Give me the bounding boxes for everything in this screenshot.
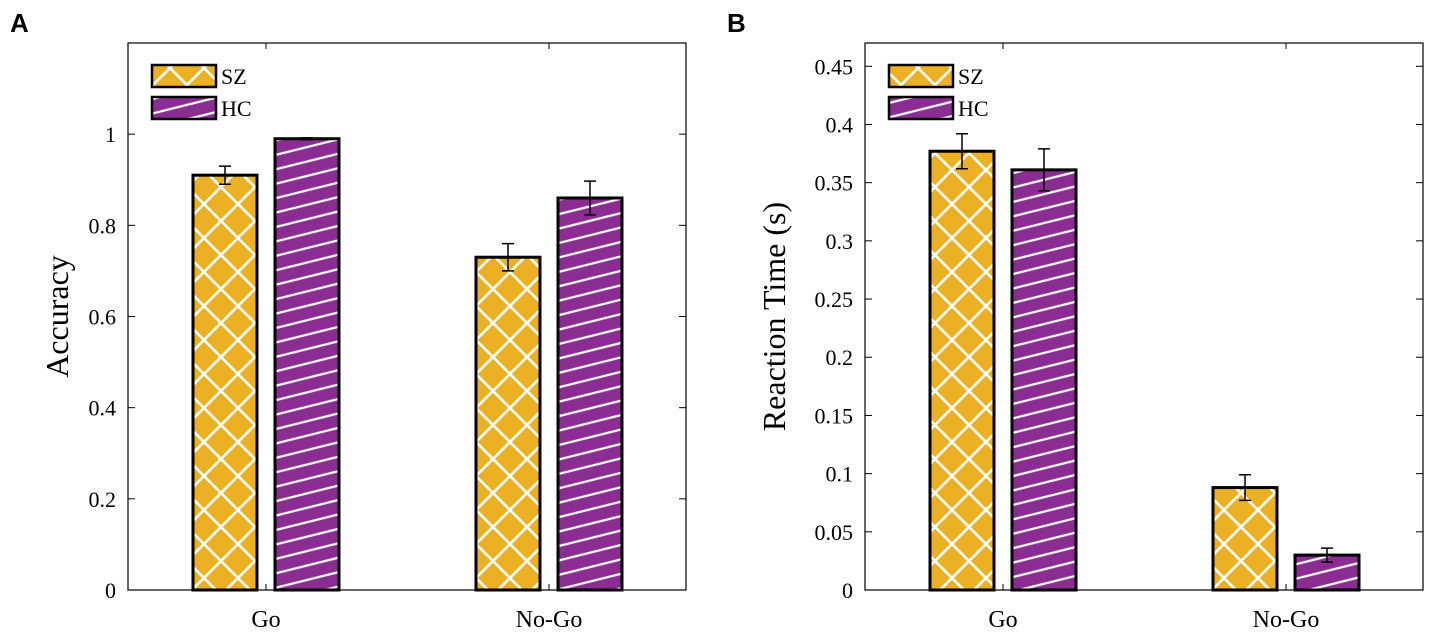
y-tick-label: 0.35 xyxy=(815,171,854,196)
y-axis-title: Accuracy xyxy=(39,255,75,378)
y-tick-label: 0.15 xyxy=(815,403,854,428)
x-tick-label: No-Go xyxy=(516,607,583,633)
y-tick-label: 0.25 xyxy=(815,287,854,312)
axes-box xyxy=(864,42,1424,591)
panel-letter: B xyxy=(727,8,746,38)
y-tick-label: 0.4 xyxy=(826,112,854,137)
error-bar-sz-no-go xyxy=(1239,474,1251,502)
y-tick-label: 0.8 xyxy=(89,213,117,238)
legend-swatch-hc xyxy=(887,95,955,121)
panel-b: B Go No-Go 0 0.05 0.1 0.15 0.2 0.25 0.3 0.35 0.4 0.4… xyxy=(727,8,1424,633)
x-tick-label: No-Go xyxy=(1253,607,1320,633)
error-bar-sz-go xyxy=(219,165,231,186)
legend-swatch-hc xyxy=(150,95,218,121)
error-bar-hc-go xyxy=(301,137,313,141)
panel-a: A Go No-Go 0 0.2 0.4 0.6 0.8 1 Accuracy SZ HC xyxy=(10,8,687,633)
legend-label-hc: HC xyxy=(958,96,989,121)
panel-letter: A xyxy=(10,8,29,38)
legend-label-hc: HC xyxy=(221,96,252,121)
bar-sz-go xyxy=(928,149,996,592)
error-bar-sz-no-go xyxy=(502,242,514,272)
y-axis-title: Reaction Time (s) xyxy=(756,202,792,431)
y-tick-label: 0 xyxy=(842,578,853,603)
legend-swatch-sz xyxy=(887,63,955,89)
legend: SZ HC xyxy=(150,63,252,121)
bar-sz-no-go xyxy=(1211,486,1279,592)
error-bar-hc-go xyxy=(1038,148,1050,192)
y-tick-label: 0.3 xyxy=(826,229,854,254)
legend-label-sz: SZ xyxy=(221,64,247,89)
y-tick-label: 0.4 xyxy=(89,396,117,421)
x-tick-label: Go xyxy=(251,607,280,633)
bar-hc-go xyxy=(1010,168,1078,592)
y-tick-label: 0.2 xyxy=(826,345,854,370)
x-tick-label: Go xyxy=(988,607,1017,633)
y-tick-label: 0.6 xyxy=(89,305,117,330)
bar-sz-go xyxy=(191,173,259,592)
y-tick-label: 0 xyxy=(105,578,116,603)
y-tick-label: 0.45 xyxy=(815,54,854,79)
bar-hc-go xyxy=(273,137,341,592)
bar-hc-no-go xyxy=(556,196,624,592)
bar-sz-no-go xyxy=(474,255,542,592)
y-tick-label: 1 xyxy=(105,122,116,147)
y-tick-label: 0.2 xyxy=(89,487,117,512)
error-bar-hc-no-go xyxy=(584,180,596,216)
y-tick-label: 0.1 xyxy=(826,462,854,487)
legend-swatch-sz xyxy=(150,63,218,89)
legend: SZ HC xyxy=(887,63,989,121)
error-bar-hc-no-go xyxy=(1321,547,1333,563)
legend-label-sz: SZ xyxy=(958,64,984,89)
y-tick-label: 0.05 xyxy=(815,520,854,545)
error-bar-sz-go xyxy=(956,133,968,170)
